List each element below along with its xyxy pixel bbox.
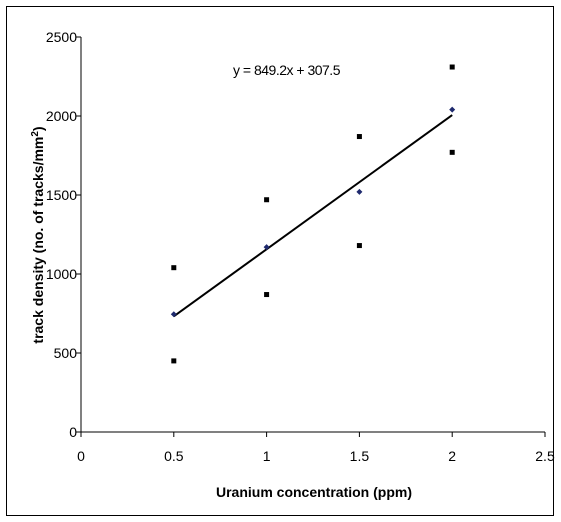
x-tick-label: 0 bbox=[77, 448, 85, 464]
trendline-group bbox=[173, 114, 453, 318]
y-tick-label: 0 bbox=[69, 424, 77, 440]
ticks: 0 500 1000 1500 2000 2500 0 0.5 1 1.5 2 2.5 bbox=[46, 29, 555, 464]
y-axis-title-superscript: 2 bbox=[30, 131, 41, 137]
y-tick-label: 2500 bbox=[46, 29, 77, 45]
x-tick-label: 2 bbox=[448, 448, 456, 464]
y-tick-label: 1000 bbox=[46, 266, 77, 282]
x-axis-title: Uranium concentration (ppm) bbox=[216, 484, 412, 500]
x-tick-label: 0.5 bbox=[164, 448, 184, 464]
data-point-diamond bbox=[356, 188, 363, 195]
y-tick-label: 500 bbox=[54, 345, 78, 361]
data-point-diamond bbox=[449, 106, 456, 113]
y-axis-title-close: ) bbox=[30, 126, 46, 131]
chart-frame bbox=[6, 6, 554, 516]
y-tick-label: 2000 bbox=[46, 108, 77, 124]
data-point-square bbox=[171, 265, 177, 271]
y-axis-title: track density (no. of tracks/mm2) bbox=[30, 126, 47, 343]
data-point-diamond bbox=[263, 244, 270, 251]
trendline bbox=[173, 114, 453, 318]
trendline-equation: y = 849.2x + 307.5 bbox=[233, 62, 341, 78]
data-point-square bbox=[449, 149, 455, 155]
data-point-square bbox=[449, 64, 455, 70]
data-point-square bbox=[171, 358, 177, 364]
x-tick-label: 2.5 bbox=[535, 448, 555, 464]
data-point-square bbox=[356, 243, 362, 249]
y-tick-label: 1500 bbox=[46, 187, 77, 203]
data-point-square bbox=[264, 292, 270, 298]
data-points bbox=[170, 64, 456, 364]
data-point-square bbox=[264, 197, 270, 203]
data-point-diamond bbox=[170, 311, 177, 318]
x-tick-label: 1.5 bbox=[350, 448, 370, 464]
data-point-square bbox=[356, 134, 362, 140]
axes bbox=[80, 37, 545, 433]
x-tick-label: 1 bbox=[263, 448, 271, 464]
y-axis-title-main: track density (no. of tracks/mm bbox=[30, 137, 46, 344]
